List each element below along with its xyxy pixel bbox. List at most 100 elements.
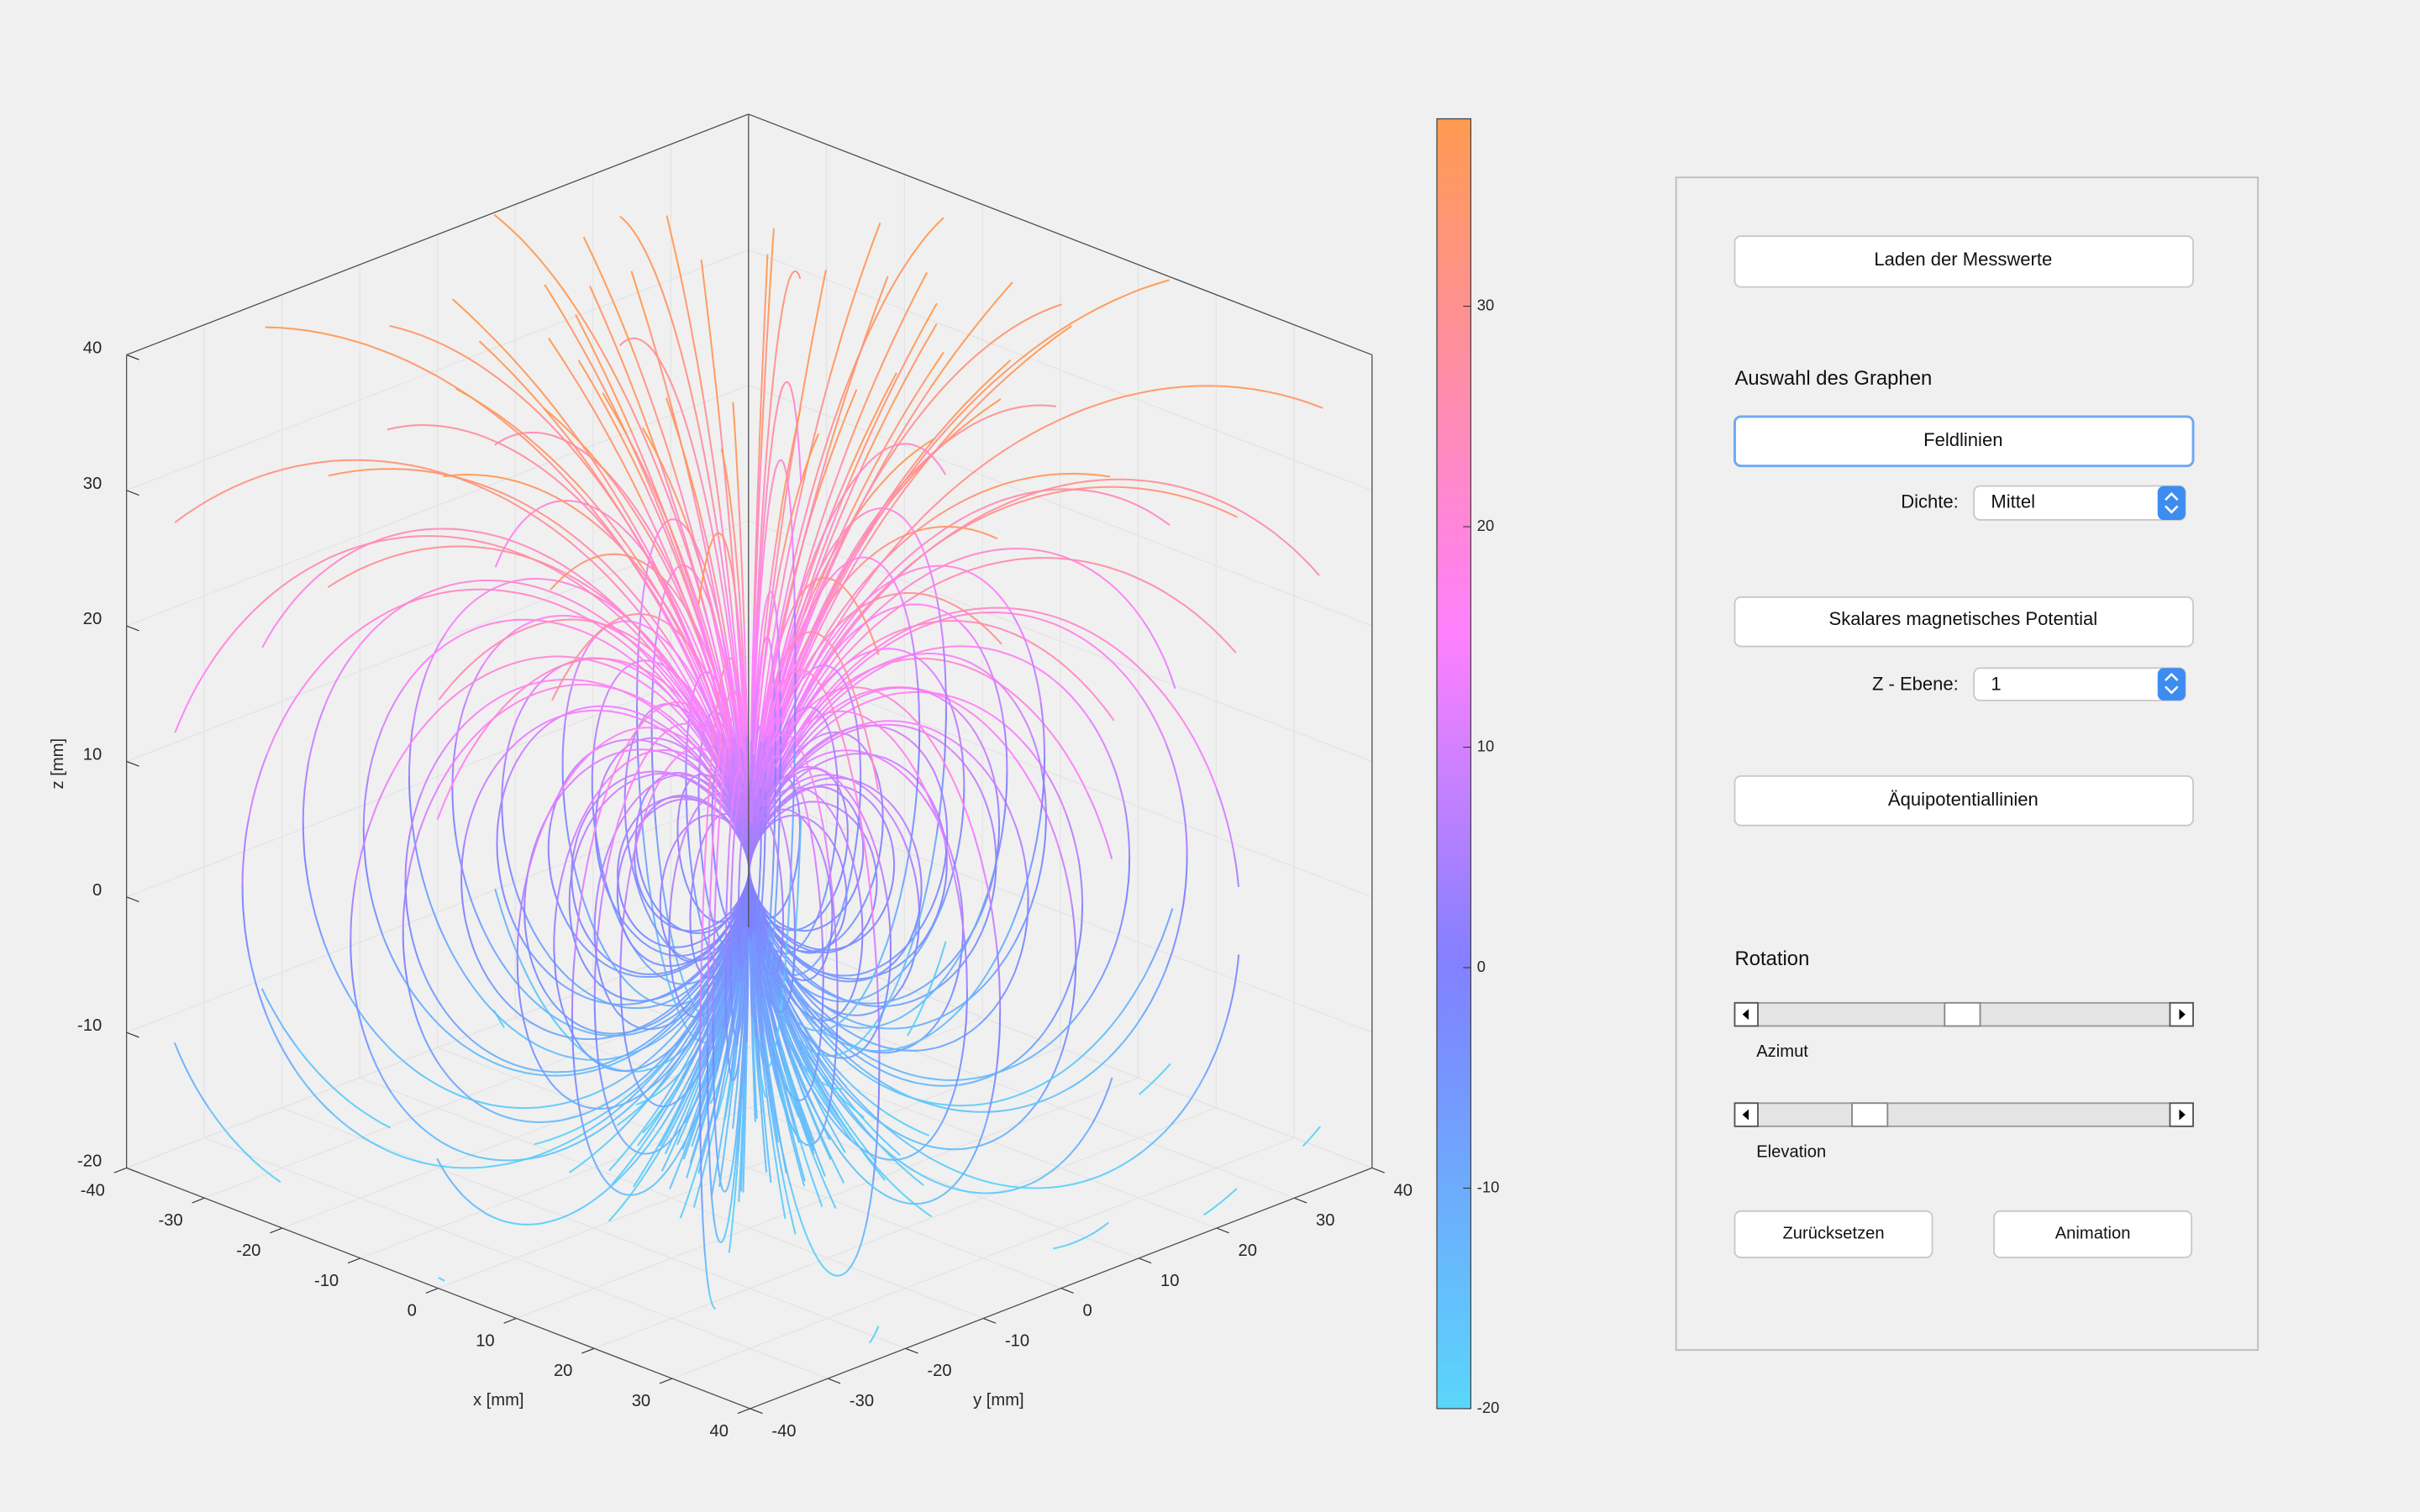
field-line [785, 591, 815, 666]
field-line [755, 818, 762, 833]
field-line [689, 533, 717, 623]
equipotential-button[interactable] [1733, 774, 2194, 827]
field-line [721, 958, 737, 1008]
field-line [750, 617, 755, 741]
field-line [492, 548, 552, 568]
field-line [795, 1021, 811, 1041]
animation-button[interactable] [1993, 1210, 2193, 1258]
field-line [711, 815, 714, 836]
field-line [406, 830, 421, 880]
field-line [905, 653, 937, 658]
field-line [683, 951, 699, 957]
field-line [783, 274, 792, 297]
field-line [474, 952, 492, 984]
field-line [692, 862, 697, 881]
field-line [1302, 1126, 1321, 1147]
axis-edge [750, 1167, 1373, 1410]
azimuth-slider[interactable] [1733, 1001, 2194, 1027]
field-line [607, 749, 632, 758]
field-line [652, 737, 669, 742]
field-line [841, 830, 852, 854]
field-line [711, 804, 716, 860]
field-line [602, 739, 623, 747]
field-line [738, 706, 744, 728]
potential-button[interactable] [1733, 596, 2194, 648]
field-line [690, 654, 723, 732]
field-line [856, 1011, 874, 1016]
field-line [906, 1018, 938, 1029]
reset-button[interactable] [1733, 1210, 1933, 1258]
field-line [460, 878, 466, 917]
field-line [540, 1068, 560, 1093]
field-line [814, 1046, 821, 1073]
field-line [643, 482, 700, 622]
field-line [681, 1080, 696, 1099]
field-line [1127, 486, 1202, 503]
field-line [776, 658, 800, 716]
slider-left[interactable] [1733, 1001, 1759, 1027]
field-line [887, 890, 903, 937]
field-line [768, 1011, 787, 1075]
field-line [948, 660, 988, 678]
field-line [391, 1093, 424, 1129]
field-line [804, 1026, 822, 1032]
field-line [496, 695, 532, 717]
field-line [831, 994, 856, 1004]
field-line [534, 577, 571, 585]
field-line [1014, 902, 1034, 942]
field-line [721, 800, 732, 814]
slider-thumb[interactable] [1851, 1102, 1889, 1127]
field-line [811, 622, 841, 659]
field-line [761, 486, 769, 544]
field-line [302, 822, 309, 885]
field-line [464, 916, 476, 953]
field-line [669, 840, 677, 855]
field-line [887, 1126, 923, 1145]
field-line [707, 533, 717, 554]
field-line [659, 360, 678, 398]
field-line [901, 838, 913, 891]
field-line [369, 535, 432, 545]
field-line [908, 302, 938, 356]
field-line [208, 468, 283, 501]
field-line [897, 1048, 926, 1052]
field-line [739, 841, 743, 853]
field-line [873, 753, 894, 763]
field-line [547, 821, 552, 849]
field-line [873, 592, 911, 601]
field-line [539, 713, 569, 727]
zplane-dropdown[interactable] [1973, 667, 2186, 701]
load-button[interactable] [1733, 235, 2194, 288]
fieldlines-button[interactable] [1733, 415, 2195, 468]
field-line [816, 963, 824, 974]
field-line [681, 615, 705, 665]
elevation-slider[interactable] [1733, 1102, 2194, 1127]
field-line [512, 424, 587, 496]
field-line [1033, 404, 1057, 407]
field-line [610, 807, 624, 851]
field-line [814, 632, 832, 646]
field-line [505, 1066, 546, 1077]
field-line [931, 742, 956, 785]
field-line [797, 1005, 810, 1016]
field-line [938, 465, 947, 475]
field-line [796, 941, 812, 949]
field-line [406, 980, 421, 1026]
field-line [776, 1031, 816, 1143]
field-line [571, 927, 579, 952]
field-line [981, 548, 1028, 554]
slider-thumb[interactable] [1944, 1001, 1981, 1027]
field-line [694, 747, 708, 752]
field-line [835, 998, 839, 1042]
field-line [539, 404, 618, 508]
field-line [513, 581, 560, 596]
field-line [813, 1051, 853, 1106]
field-line [713, 758, 720, 805]
field-line [848, 691, 856, 717]
field-line [723, 462, 734, 517]
grid-line [748, 249, 1373, 491]
field-line [841, 1131, 865, 1152]
field-line [776, 849, 781, 866]
field-line [829, 665, 842, 676]
field-line [1202, 1188, 1238, 1216]
